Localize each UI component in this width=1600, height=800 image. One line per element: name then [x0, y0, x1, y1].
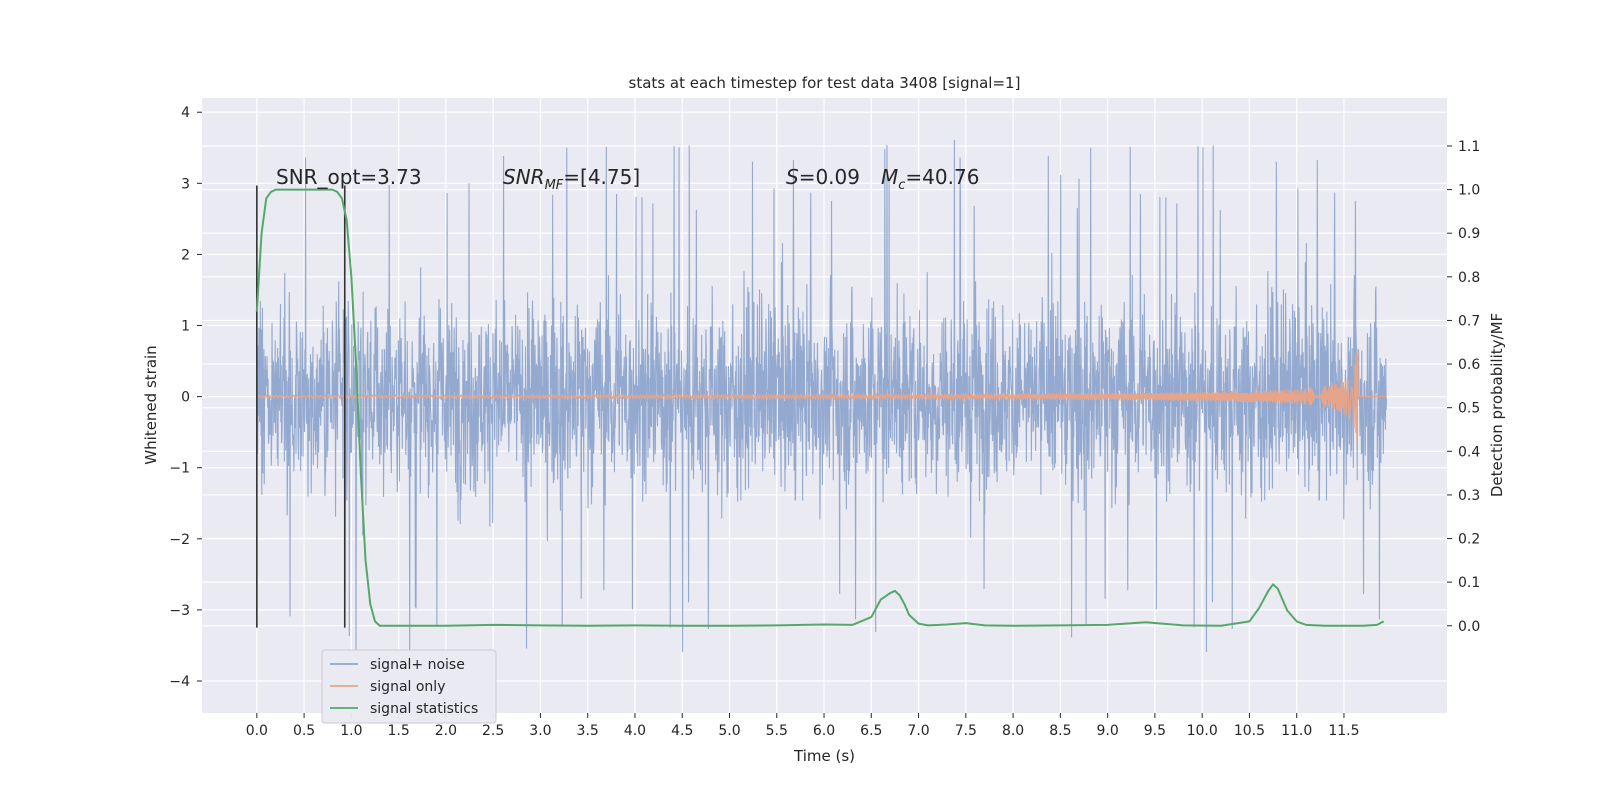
series-signal-noise-line: [256, 140, 1388, 659]
annotation-snr-mf: SNRMF=[4.75]: [503, 165, 640, 193]
y-tick-label-4: 0: [181, 390, 190, 406]
y2-tick-label-7: 0.4: [1458, 444, 1480, 460]
legend-label-signal-statistics: signal statistics: [370, 701, 478, 717]
x-tick-label-21: 10.5: [1234, 723, 1265, 739]
x-tick-label-7: 3.5: [577, 723, 599, 739]
x-tick-label-4: 2.0: [435, 723, 457, 739]
y-tick-label-7: −3: [169, 603, 190, 619]
legend-label-signal-noise: signal+ noise: [370, 657, 465, 673]
annotation-mc-sub: c: [898, 178, 905, 193]
x-tick-label-23: 11.5: [1328, 723, 1359, 739]
x-tick-label-15: 7.5: [955, 723, 977, 739]
annotations: SNR_opt=3.73 SNRMF=[4.75] S=0.09 Mc=40.7…: [276, 165, 979, 193]
series-signal-only-line: [256, 348, 1387, 442]
annotation-s-label: S: [786, 165, 799, 189]
x-tick-label-16: 8.0: [1002, 723, 1024, 739]
y2-tick-label-6: 0.5: [1458, 401, 1480, 417]
annotation-snr-mf-base: SNR: [503, 165, 545, 189]
chart-marks: [255, 140, 1388, 659]
annotation-s-value: =0.09: [799, 165, 860, 189]
x-tick-label-12: 6.0: [813, 723, 835, 739]
x-tick-label-0: 0.0: [246, 723, 268, 739]
y2-tick-label-4: 0.7: [1458, 313, 1480, 329]
x-tick-label-6: 3.0: [529, 723, 551, 739]
x-tick-label-19: 9.5: [1144, 723, 1166, 739]
y-tick-label-3: 1: [181, 319, 190, 335]
axes: 0.0 0.5 1.0 1.5 2.0 2.5 3.0 3.5 4.0 4.5 5.0 5.5 6.0 6…: [169, 105, 1480, 739]
x-axis-label: Time (s): [793, 747, 855, 765]
x-tick-label-18: 9.0: [1096, 723, 1118, 739]
annotation-snr-mf-sub: MF: [545, 178, 564, 193]
y-tick-label-1: 3: [181, 176, 190, 192]
x-tick-label-3: 1.5: [387, 723, 409, 739]
x-tick-label-2: 1.0: [340, 723, 362, 739]
y-tick-label-6: −2: [169, 532, 190, 548]
x-tick-label-11: 5.5: [766, 723, 788, 739]
annotation-mc-value: =40.76: [905, 165, 979, 189]
x-tick-label-17: 8.5: [1049, 723, 1071, 739]
y2-tick-label-3: 0.8: [1458, 270, 1480, 286]
y2-tick-label-9: 0.2: [1458, 532, 1480, 548]
legend: signal+ noise signal only signal statist…: [321, 649, 497, 724]
x-tick-label-14: 7.0: [907, 723, 929, 739]
y2-axis-label: Detection probability/MF: [1488, 313, 1506, 497]
annotation-snr-mf-value: =[4.75]: [563, 165, 640, 189]
y2-tick-label-0: 1.1: [1458, 139, 1480, 155]
x-tick-label-8: 4.0: [624, 723, 646, 739]
x-tick-label-1: 0.5: [293, 723, 315, 739]
x-tick-label-10: 5.0: [718, 723, 740, 739]
legend-box: [321, 649, 497, 724]
x-tick-label-22: 11.0: [1281, 723, 1312, 739]
y2-tick-label-8: 0.3: [1458, 488, 1480, 504]
series-signal-statistics-line: [255, 188, 1385, 627]
y2-tick-label-1: 1.0: [1458, 183, 1480, 199]
x-tick-label-9: 4.5: [671, 723, 693, 739]
y-tick-label-8: −4: [169, 674, 190, 690]
y2-tick-label-2: 0.9: [1458, 226, 1480, 242]
annotation-snr-opt: SNR_opt=3.73: [276, 165, 422, 189]
y2-tick-label-5: 0.6: [1458, 357, 1480, 373]
x-tick-label-5: 2.5: [482, 723, 504, 739]
x-tick-label-20: 10.0: [1187, 723, 1218, 739]
annotation-s: S=0.09: [786, 165, 860, 189]
legend-label-signal-only: signal only: [370, 679, 445, 695]
annotation-mc: Mc=40.76: [881, 165, 979, 193]
y-axis-label: Whitened strain: [142, 345, 160, 464]
y-tick-label-2: 2: [181, 247, 190, 263]
y2-tick-label-10: 0.1: [1458, 575, 1480, 591]
x-tick-label-13: 6.5: [860, 723, 882, 739]
y-tick-label-5: −1: [169, 461, 190, 477]
y2-tick-label-11: 0.0: [1458, 619, 1480, 635]
chart-title: stats at each timestep for test data 340…: [629, 74, 1021, 92]
annotation-mc-base: M: [881, 165, 898, 189]
y-tick-label-0: 4: [181, 105, 190, 121]
